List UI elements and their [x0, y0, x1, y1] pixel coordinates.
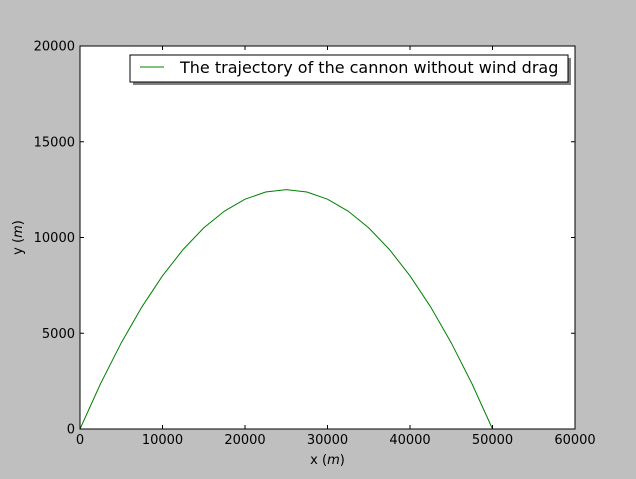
series-line: [79, 189, 493, 430]
y-tick-labels: 0 5000 10000 15000 20000: [34, 40, 75, 438]
x-tick-label: 0: [76, 433, 84, 448]
legend-label: The trajectory of the cannon without win…: [179, 58, 558, 77]
x-tick-labels: 0 10000 20000 30000 40000 50000 60000: [76, 433, 596, 448]
x-tick-label: 50000: [472, 433, 513, 448]
series-layer: [79, 189, 493, 430]
y-tick-label: 15000: [34, 135, 75, 150]
y-tick-label: 20000: [34, 40, 75, 55]
x-tick-label: 60000: [554, 433, 595, 448]
y-tick-label: 5000: [42, 327, 75, 342]
y-tick-label: 0: [67, 423, 75, 438]
plot-frame: [79, 45, 576, 430]
x-axis-label: x (m): [310, 453, 345, 468]
x-tick-label: 10000: [142, 433, 183, 448]
x-tick-label: 20000: [224, 433, 265, 448]
y-axis-label: y (m): [11, 220, 26, 255]
legend-box: [129, 54, 569, 83]
x-tick-label: 40000: [389, 433, 430, 448]
y-tick-label: 10000: [34, 231, 75, 246]
x-tick-label: 30000: [307, 433, 348, 448]
plot-area: [80, 46, 575, 429]
legend: The trajectory of the cannon without win…: [129, 54, 571, 85]
